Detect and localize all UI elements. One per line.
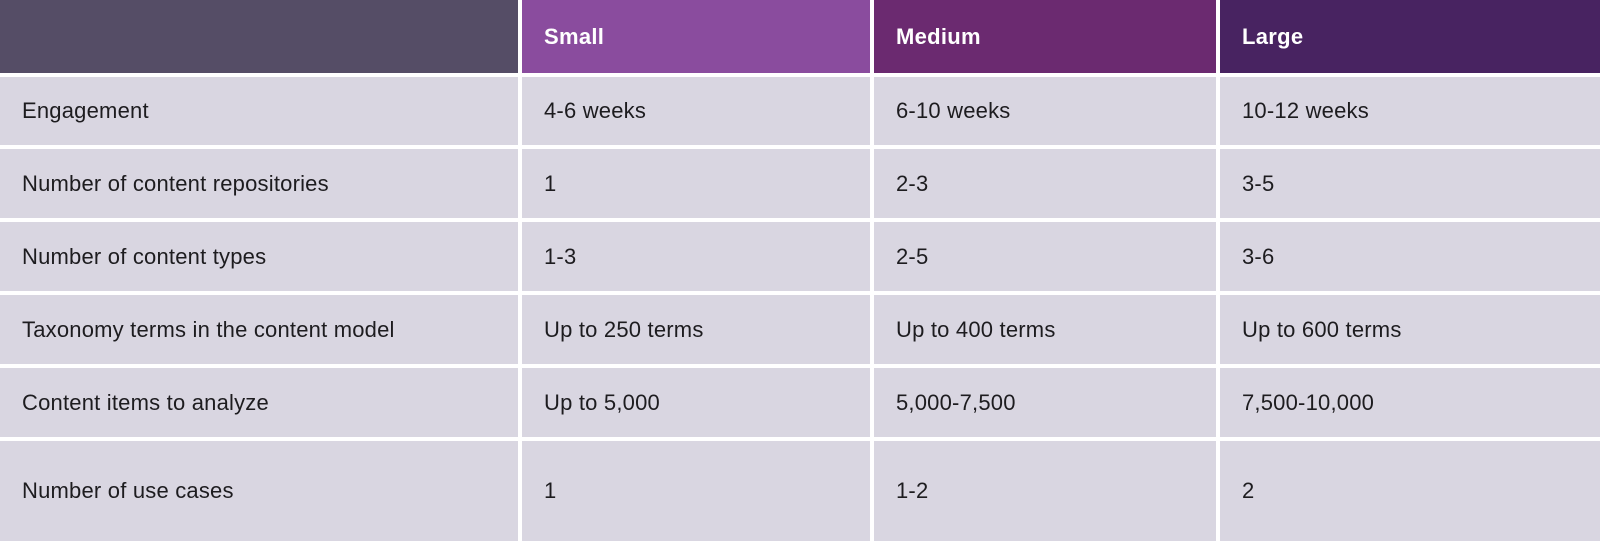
- value-cell-taxonomy-small: Up to 250 terms: [522, 295, 870, 364]
- value-cell-items-medium: 5,000-7,500: [874, 368, 1216, 437]
- value-cell-engagement-small: 4-6 weeks: [522, 77, 870, 145]
- header-cell-empty: [0, 0, 518, 73]
- row-label-content-types: Number of content types: [0, 222, 518, 291]
- header-cell-large: Large: [1220, 0, 1600, 73]
- value-cell-engagement-medium: 6-10 weeks: [874, 77, 1216, 145]
- header-cell-medium: Medium: [874, 0, 1216, 73]
- row-label-content-repositories: Number of content repositories: [0, 149, 518, 218]
- value-cell-repositories-large: 3-5: [1220, 149, 1600, 218]
- value-cell-use-cases-small: 1: [522, 441, 870, 541]
- row-label-content-items: Content items to analyze: [0, 368, 518, 437]
- value-cell-use-cases-large: 2: [1220, 441, 1600, 541]
- value-cell-taxonomy-medium: Up to 400 terms: [874, 295, 1216, 364]
- row-label-engagement: Engagement: [0, 77, 518, 145]
- value-cell-types-small: 1-3: [522, 222, 870, 291]
- value-cell-engagement-large: 10-12 weeks: [1220, 77, 1600, 145]
- row-label-taxonomy-terms: Taxonomy terms in the content model: [0, 295, 518, 364]
- value-cell-items-large: 7,500-10,000: [1220, 368, 1600, 437]
- value-cell-types-medium: 2-5: [874, 222, 1216, 291]
- value-cell-items-small: Up to 5,000: [522, 368, 870, 437]
- value-cell-use-cases-medium: 1-2: [874, 441, 1216, 541]
- value-cell-types-large: 3-6: [1220, 222, 1600, 291]
- value-cell-repositories-medium: 2-3: [874, 149, 1216, 218]
- value-cell-repositories-small: 1: [522, 149, 870, 218]
- header-cell-small: Small: [522, 0, 870, 73]
- value-cell-taxonomy-large: Up to 600 terms: [1220, 295, 1600, 364]
- row-label-use-cases: Number of use cases: [0, 441, 518, 541]
